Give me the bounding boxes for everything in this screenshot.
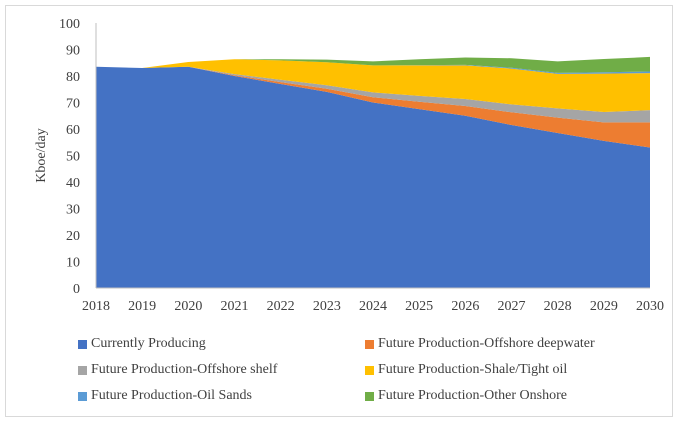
y-tick-label: 30 xyxy=(66,203,80,218)
x-tick-label: 2023 xyxy=(313,299,341,314)
x-tick-label: 2029 xyxy=(590,299,618,314)
x-tick-label: 2026 xyxy=(451,299,479,314)
x-tick-label: 2027 xyxy=(498,299,526,314)
y-tick-label: 80 xyxy=(66,70,80,85)
legend-item: Future Production-Oil Sands xyxy=(78,388,365,404)
x-tick-label: 2028 xyxy=(544,299,572,314)
legend-label: Future Production-Offshore deepwater xyxy=(378,336,595,351)
y-tick-label: 40 xyxy=(66,176,80,191)
area-series-4 xyxy=(96,59,650,74)
area-series-3 xyxy=(96,59,650,113)
y-tick-label: 0 xyxy=(73,282,80,297)
x-tick-label: 2018 xyxy=(82,299,110,314)
legend-swatch xyxy=(365,339,374,349)
legend-label: Future Production-Other Onshore xyxy=(378,388,567,403)
x-tick-label: 2024 xyxy=(359,299,387,314)
y-axis-title: Kboe/day xyxy=(34,128,49,182)
y-tick-label: 90 xyxy=(66,44,80,59)
legend-item: Currently Producing xyxy=(78,336,365,352)
x-tick-label: 2025 xyxy=(405,299,433,314)
legend-item: Future Production-Shale/Tight oil xyxy=(365,362,652,378)
legend-swatch xyxy=(365,365,374,375)
x-tick-label: 2019 xyxy=(128,299,156,314)
legend-item: Future Production-Other Onshore xyxy=(365,388,652,404)
y-tick-label: 100 xyxy=(59,17,80,32)
y-tick-label: 60 xyxy=(66,123,80,138)
x-tick-label: 2021 xyxy=(221,299,249,314)
x-tick-label: 2020 xyxy=(174,299,202,314)
legend-label: Future Production-Shale/Tight oil xyxy=(378,362,568,377)
legend-label: Currently Producing xyxy=(91,336,206,351)
legend-swatch xyxy=(78,339,87,349)
legend-label: Future Production-Oil Sands xyxy=(91,388,252,403)
legend-swatch xyxy=(365,391,374,401)
legend-item: Future Production-Offshore deepwater xyxy=(365,336,652,352)
y-tick-label: 10 xyxy=(66,256,80,271)
legend-label: Future Production-Offshore shelf xyxy=(91,362,278,377)
x-tick-label: 2030 xyxy=(636,299,664,314)
area-series-5 xyxy=(96,56,650,73)
area-series-2 xyxy=(96,66,650,123)
legend-swatch xyxy=(78,365,87,375)
x-tick-label: 2022 xyxy=(267,299,295,314)
area-series-0 xyxy=(96,66,650,288)
y-tick-label: 20 xyxy=(66,229,80,244)
chart-frame xyxy=(5,5,673,417)
legend-item: Future Production-Offshore shelf xyxy=(78,362,365,378)
chart-legend: Currently Producing Future Production-Off… xyxy=(78,336,658,404)
legend-swatch xyxy=(78,391,87,401)
y-tick-label: 50 xyxy=(66,150,80,165)
y-tick-label: 70 xyxy=(66,97,80,112)
